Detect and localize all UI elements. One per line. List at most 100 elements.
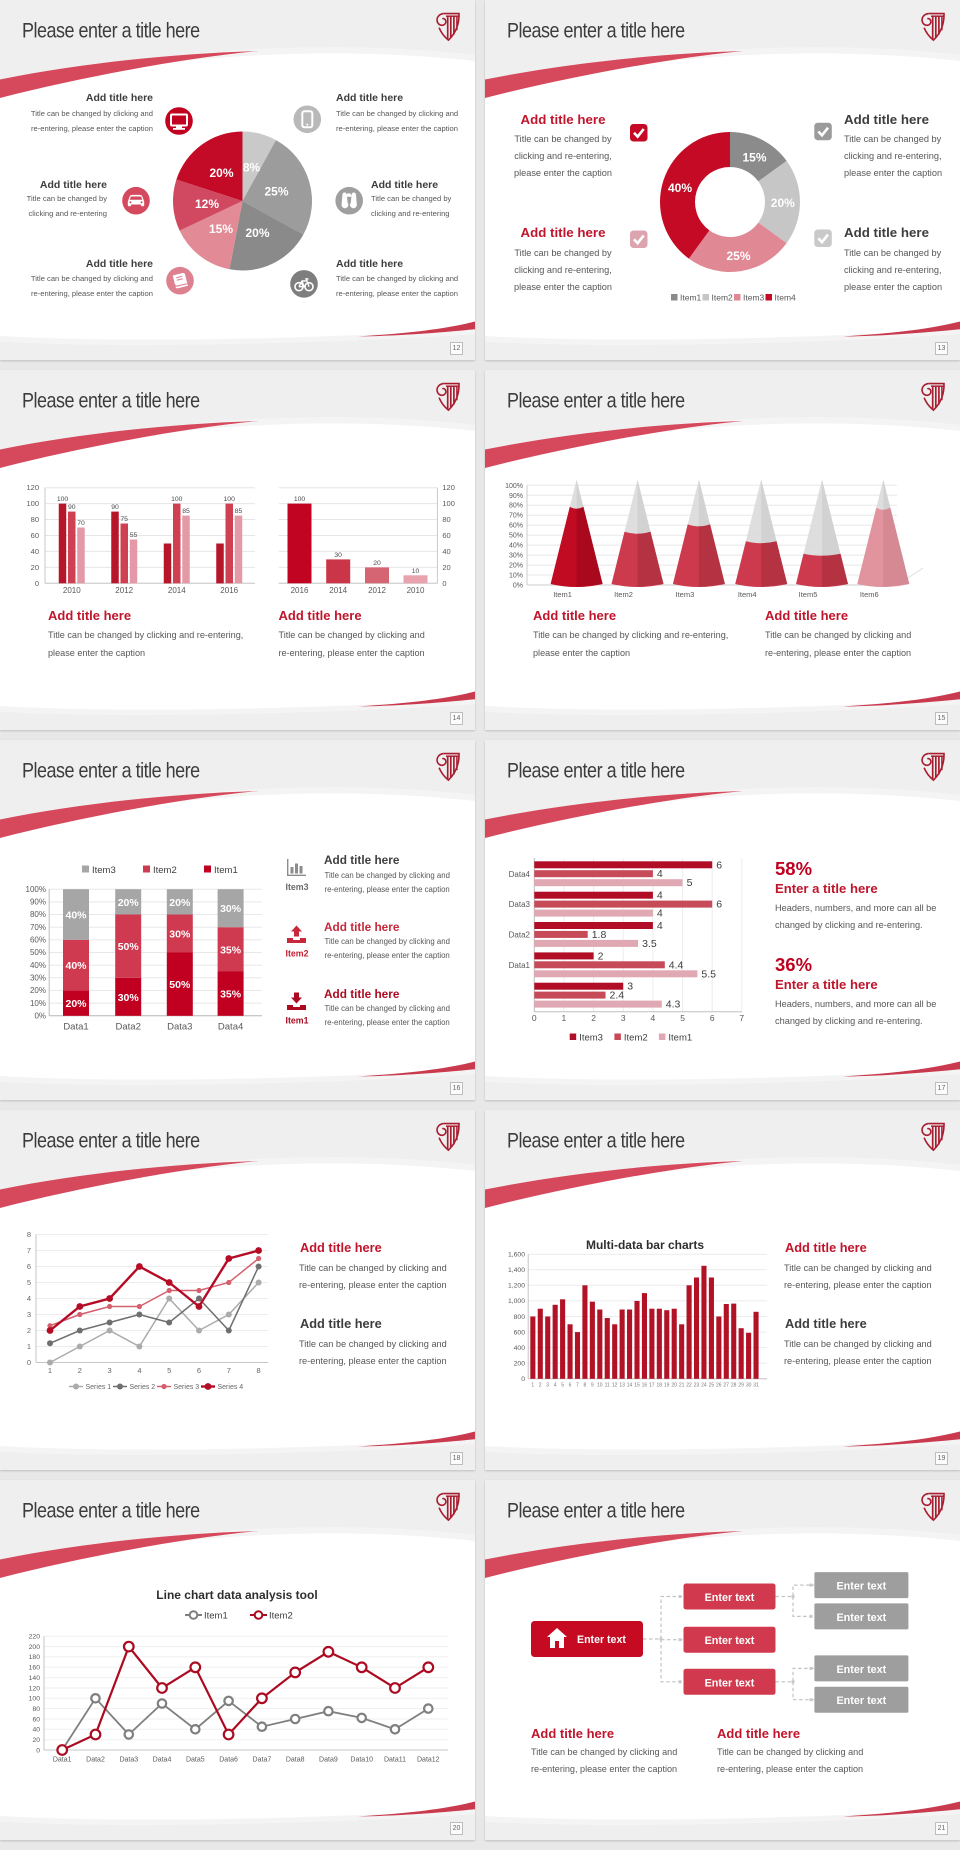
svg-text:2.4: 2.4 <box>610 990 625 1002</box>
svg-text:6: 6 <box>197 1366 201 1375</box>
svg-text:100: 100 <box>294 496 306 503</box>
svg-text:100%: 100% <box>26 885 46 894</box>
svg-text:4: 4 <box>137 1366 141 1375</box>
svg-text:24: 24 <box>701 1383 707 1389</box>
svg-text:90%: 90% <box>509 493 523 500</box>
svg-text:20: 20 <box>442 563 450 572</box>
svg-text:100: 100 <box>29 1696 41 1703</box>
svg-text:11: 11 <box>605 1383 610 1389</box>
svg-text:2016: 2016 <box>220 586 238 595</box>
svg-text:4: 4 <box>657 920 663 932</box>
svg-text:4: 4 <box>554 1383 557 1389</box>
svg-text:5: 5 <box>167 1366 171 1375</box>
svg-text:Data12: Data12 <box>417 1757 440 1764</box>
svg-text:Item3: Item3 <box>743 293 765 303</box>
svg-text:Series 3: Series 3 <box>174 1384 200 1391</box>
svg-text:90: 90 <box>68 504 76 511</box>
svg-text:60%: 60% <box>30 936 46 945</box>
svg-text:2: 2 <box>591 1013 596 1023</box>
svg-text:5: 5 <box>687 877 693 889</box>
svg-text:1,600: 1,600 <box>508 1252 525 1259</box>
svg-text:Series 4: Series 4 <box>218 1384 244 1391</box>
svg-text:2012: 2012 <box>115 586 133 595</box>
svg-text:Enter text: Enter text <box>705 1635 755 1647</box>
svg-text:60: 60 <box>442 531 450 540</box>
svg-text:0: 0 <box>27 1358 31 1367</box>
svg-text:120: 120 <box>29 1685 41 1692</box>
svg-text:Data4: Data4 <box>153 1757 172 1764</box>
svg-text:5: 5 <box>680 1013 685 1023</box>
svg-text:Data7: Data7 <box>253 1757 272 1764</box>
svg-text:20%: 20% <box>65 998 87 1010</box>
svg-text:40: 40 <box>31 547 39 556</box>
svg-text:600: 600 <box>514 1329 526 1336</box>
svg-text:40: 40 <box>442 547 450 556</box>
svg-text:3: 3 <box>27 1310 31 1319</box>
svg-text:0%: 0% <box>34 1012 46 1021</box>
svg-text:2016: 2016 <box>291 586 309 595</box>
svg-text:3: 3 <box>627 981 633 993</box>
svg-text:Item1: Item1 <box>680 293 702 303</box>
svg-text:Enter text: Enter text <box>836 1581 886 1593</box>
svg-text:4.3: 4.3 <box>666 999 681 1011</box>
svg-text:70%: 70% <box>509 513 523 520</box>
svg-text:60: 60 <box>31 531 39 540</box>
svg-text:120: 120 <box>26 483 39 492</box>
svg-text:1,000: 1,000 <box>508 1298 525 1305</box>
svg-text:30%: 30% <box>509 553 523 560</box>
svg-text:20%: 20% <box>245 226 269 240</box>
svg-text:140: 140 <box>29 1675 41 1682</box>
svg-text:4: 4 <box>657 890 663 902</box>
svg-text:3: 3 <box>108 1366 112 1375</box>
svg-text:Data1: Data1 <box>509 961 531 970</box>
svg-text:0%: 0% <box>513 583 523 590</box>
svg-text:15%: 15% <box>209 222 233 236</box>
svg-text:20%: 20% <box>509 563 523 570</box>
svg-text:25: 25 <box>709 1383 715 1389</box>
svg-text:100: 100 <box>57 496 69 503</box>
svg-text:Data11: Data11 <box>384 1757 406 1764</box>
svg-text:25%: 25% <box>264 185 288 199</box>
svg-text:20: 20 <box>671 1383 677 1389</box>
svg-text:Item5: Item5 <box>799 590 818 599</box>
svg-text:Enter text: Enter text <box>836 1612 886 1624</box>
svg-text:21: 21 <box>679 1383 685 1389</box>
svg-text:Data1: Data1 <box>63 1022 88 1033</box>
svg-text:0: 0 <box>36 1747 40 1754</box>
svg-text:14: 14 <box>627 1383 633 1389</box>
svg-text:4: 4 <box>27 1294 31 1303</box>
svg-text:80: 80 <box>31 515 39 524</box>
svg-text:20%: 20% <box>169 897 191 909</box>
svg-text:20: 20 <box>31 563 39 572</box>
svg-text:3.5: 3.5 <box>642 938 657 950</box>
svg-text:15%: 15% <box>742 151 766 165</box>
svg-text:70%: 70% <box>30 923 46 932</box>
svg-text:1,200: 1,200 <box>508 1283 525 1290</box>
svg-text:Item1: Item1 <box>553 590 572 599</box>
svg-text:100: 100 <box>171 496 183 503</box>
svg-text:1: 1 <box>48 1366 52 1375</box>
svg-text:0: 0 <box>521 1376 525 1383</box>
svg-text:Data4: Data4 <box>509 870 531 879</box>
svg-text:29: 29 <box>738 1383 744 1389</box>
svg-text:23: 23 <box>694 1383 700 1389</box>
svg-text:35%: 35% <box>220 989 242 1001</box>
svg-text:80: 80 <box>442 515 450 524</box>
svg-text:Item2: Item2 <box>286 949 309 959</box>
svg-text:10%: 10% <box>30 999 46 1008</box>
svg-text:Item2: Item2 <box>624 1032 648 1043</box>
svg-text:Item4: Item4 <box>738 590 757 599</box>
svg-text:10: 10 <box>597 1383 603 1389</box>
svg-text:Data10: Data10 <box>350 1757 373 1764</box>
svg-text:5: 5 <box>27 1278 31 1287</box>
svg-text:50%: 50% <box>169 979 191 991</box>
svg-text:20: 20 <box>373 560 381 567</box>
svg-text:30%: 30% <box>118 992 140 1004</box>
svg-text:10%: 10% <box>509 573 523 580</box>
svg-text:Enter text: Enter text <box>836 1695 886 1707</box>
svg-text:40: 40 <box>32 1727 40 1734</box>
svg-text:2014: 2014 <box>168 586 186 595</box>
svg-text:15: 15 <box>634 1383 640 1389</box>
svg-text:20%: 20% <box>118 897 140 909</box>
svg-text:40%: 40% <box>65 960 87 972</box>
